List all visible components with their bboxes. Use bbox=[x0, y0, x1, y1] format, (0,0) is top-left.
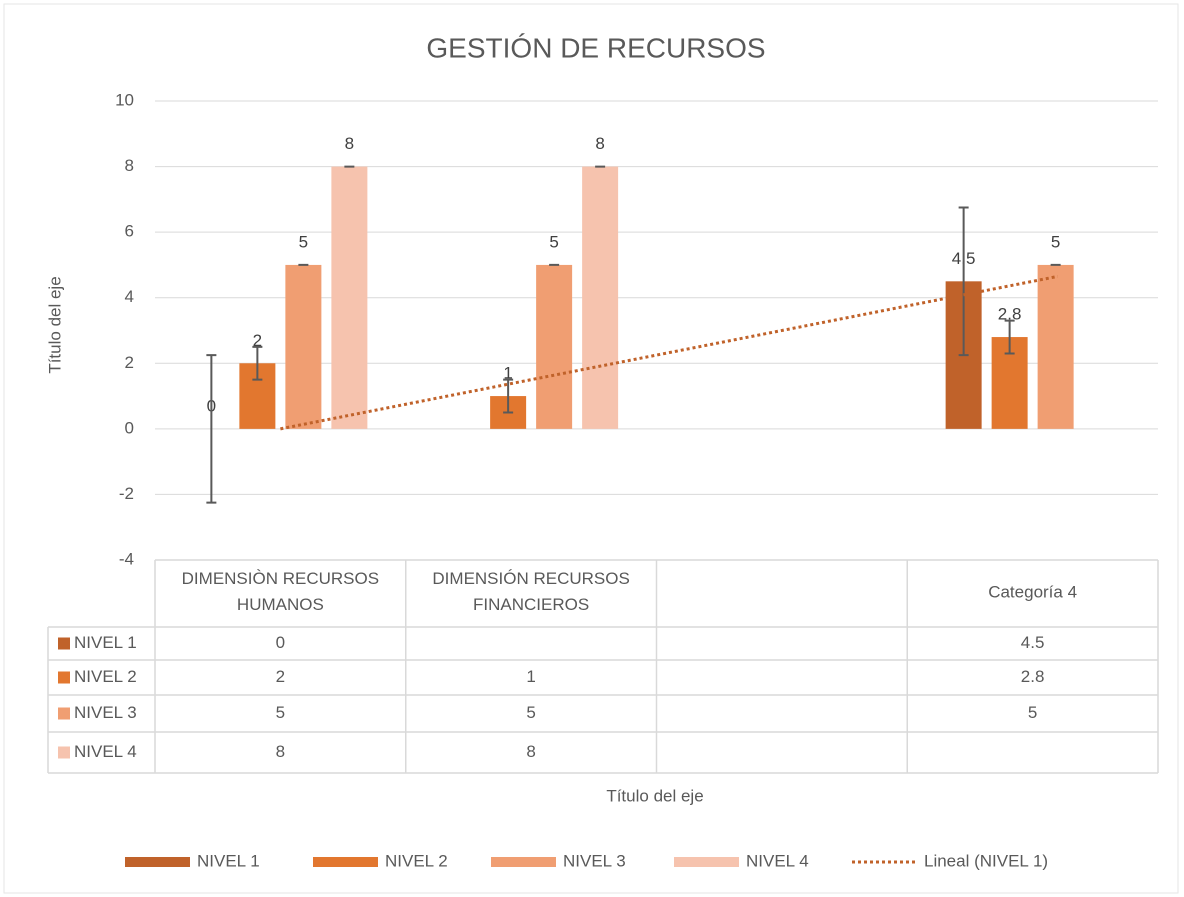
legend-label: NIVEL 4 bbox=[746, 851, 809, 870]
chart-title: GESTIÓN DE RECURSOS bbox=[426, 32, 765, 63]
y-tick-label: 0 bbox=[125, 418, 134, 437]
series-name: NIVEL 2 bbox=[74, 667, 137, 686]
table-cell: 2.8 bbox=[1021, 667, 1045, 686]
legend-label: NIVEL 3 bbox=[563, 851, 626, 870]
table-cell: 0 bbox=[276, 633, 285, 652]
table-cell: 8 bbox=[276, 742, 285, 761]
table-legend-key bbox=[58, 746, 70, 759]
legend-label: Lineal (NIVEL 1) bbox=[924, 851, 1048, 870]
bar bbox=[331, 166, 368, 429]
error-bar bbox=[1004, 319, 1015, 355]
table-legend-key bbox=[58, 671, 70, 684]
y-tick-label: 2 bbox=[125, 353, 134, 372]
series-name: NIVEL 4 bbox=[74, 742, 137, 761]
y-tick-label: 6 bbox=[125, 222, 134, 241]
data-label: 8 bbox=[345, 134, 354, 153]
error-bar bbox=[503, 378, 514, 414]
legend-swatch bbox=[674, 857, 739, 867]
table-cell: 2 bbox=[276, 667, 285, 686]
y-tick-label: 10 bbox=[115, 90, 134, 109]
data-label: 2.8 bbox=[998, 305, 1022, 324]
y-axis-title: Título del eje bbox=[45, 276, 64, 373]
table-cell: 8 bbox=[526, 742, 535, 761]
bar bbox=[582, 166, 619, 429]
chart-frame bbox=[3, 3, 1179, 894]
table-cell: 5 bbox=[526, 703, 535, 722]
y-tick-label: 4 bbox=[125, 287, 134, 306]
series-name: NIVEL 3 bbox=[74, 703, 137, 722]
table-legend-key bbox=[58, 637, 70, 650]
category-label: Categoría 4 bbox=[988, 582, 1077, 601]
table-cell: 4.5 bbox=[1021, 633, 1045, 652]
table-cell: 5 bbox=[276, 703, 285, 722]
data-label: 2 bbox=[253, 331, 262, 350]
error-bar bbox=[206, 354, 217, 504]
bar bbox=[536, 264, 573, 429]
error-bar bbox=[252, 345, 263, 381]
error-bar bbox=[958, 206, 969, 357]
table-cell: 5 bbox=[1028, 703, 1037, 722]
bar bbox=[1037, 264, 1074, 429]
data-label: 8 bbox=[595, 134, 604, 153]
data-label: 5 bbox=[549, 232, 558, 251]
category-label: DIMENSIÒN RECURSOS HUMANOS bbox=[182, 569, 379, 614]
x-axis-title: Título del eje bbox=[606, 786, 703, 805]
series-name: NIVEL 1 bbox=[74, 633, 137, 652]
legend-swatch bbox=[125, 857, 190, 867]
y-tick-label: 8 bbox=[125, 156, 134, 175]
legend-label: NIVEL 1 bbox=[197, 851, 260, 870]
y-tick-label: -2 bbox=[119, 484, 134, 503]
legend-label: NIVEL 2 bbox=[385, 851, 448, 870]
table-cell: 1 bbox=[526, 667, 535, 686]
legend-swatch bbox=[491, 857, 556, 867]
data-label: 5 bbox=[299, 232, 308, 251]
table-legend-key bbox=[58, 707, 70, 720]
bar bbox=[285, 264, 322, 429]
data-label: 1 bbox=[503, 364, 512, 383]
legend-swatch bbox=[313, 857, 378, 867]
trendline bbox=[280, 274, 1058, 431]
category-label: DIMENSIÓN RECURSOS FINANCIEROS bbox=[432, 569, 629, 614]
y-tick-label: -4 bbox=[119, 549, 134, 568]
data-label: 5 bbox=[1051, 232, 1060, 251]
